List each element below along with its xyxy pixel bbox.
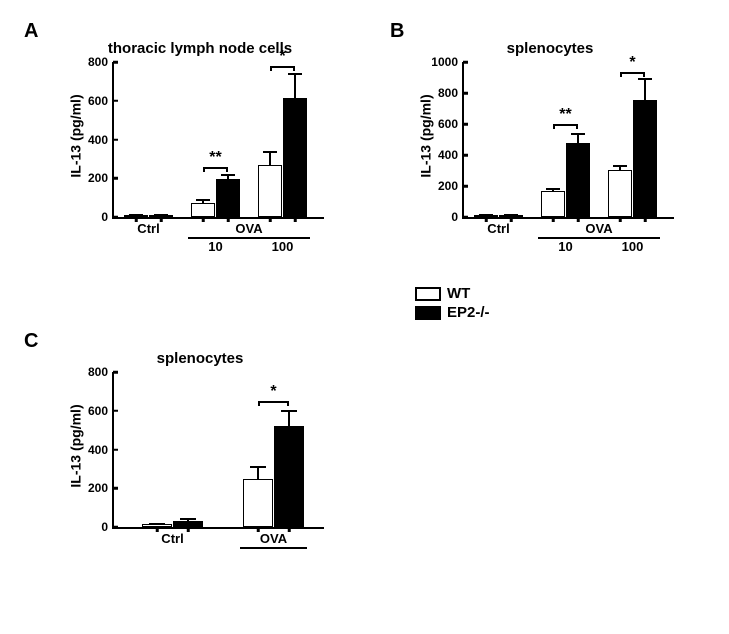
xlabel-ova: OVA	[585, 217, 612, 236]
error-bar	[485, 215, 487, 216]
legend-row-wt: WT	[415, 285, 490, 302]
xlabel-ova: OVA	[235, 217, 262, 236]
legend-swatch-wt	[415, 287, 441, 301]
ytick: 0	[451, 211, 464, 223]
error-bar	[202, 200, 204, 205]
ylabel-c: IL-13 (pg/ml)	[68, 404, 84, 487]
ytick: 0	[101, 211, 114, 223]
sig-star: *	[629, 55, 635, 71]
xtick-mark	[577, 217, 580, 222]
wt-bar	[608, 170, 632, 217]
ytick: 200	[438, 180, 464, 192]
plot-b: 02004006008001000CtrlOVA10100***	[462, 62, 674, 219]
xlabel-ova: OVA	[260, 527, 287, 546]
xlabel-ctrl: Ctrl	[137, 217, 159, 236]
ytick: 800	[438, 87, 464, 99]
sig-star: **	[559, 107, 571, 123]
xlabel-sub: 100	[622, 217, 644, 254]
sig-star: *	[270, 384, 276, 400]
legend-label-wt: WT	[447, 285, 470, 302]
legend-label-ko: EP2-/-	[447, 304, 490, 321]
xtick-mark	[160, 217, 163, 222]
ko-bar	[283, 98, 307, 217]
ova-group-line	[240, 547, 307, 549]
ko-bar	[274, 426, 304, 527]
xtick-mark	[257, 527, 260, 532]
xlabel-ctrl: Ctrl	[487, 217, 509, 236]
ytick: 800	[88, 366, 114, 378]
ytick: 800	[88, 56, 114, 68]
plot-c: 0200400600800CtrlOVA*	[112, 372, 324, 529]
panel-b: splenocytes 02004006008001000CtrlOVA1010…	[400, 28, 700, 185]
error-bar	[187, 519, 189, 522]
xtick-mark	[552, 217, 555, 222]
error-bar	[294, 74, 296, 99]
xtick-mark	[294, 217, 297, 222]
ytick: 400	[88, 444, 114, 456]
ko-bar	[633, 100, 657, 217]
ytick: 0	[101, 521, 114, 533]
plot-a: 0200400600800CtrlOVA10100***	[112, 62, 324, 219]
sig-bracket	[258, 401, 289, 403]
panel-a: thoracic lymph node cells 0200400600800C…	[50, 28, 350, 185]
xlabel-ctrl: Ctrl	[161, 527, 183, 546]
error-bar	[577, 134, 579, 145]
sig-star: *	[279, 49, 285, 65]
figure: A thoracic lymph node cells 020040060080…	[20, 20, 709, 614]
sig-bracket	[553, 124, 578, 126]
xlabel-sub: 10	[558, 217, 572, 254]
ytick: 200	[88, 482, 114, 494]
ylabel-a: IL-13 (pg/ml)	[68, 94, 84, 177]
error-bar	[619, 166, 621, 171]
panel-label-c: C	[24, 330, 38, 353]
error-bar	[135, 215, 137, 216]
wt-bar	[243, 479, 273, 527]
panel-c: splenocytes 0200400600800CtrlOVA* IL-13 …	[50, 338, 350, 495]
wt-bar	[541, 191, 565, 217]
error-bar	[269, 152, 271, 166]
xtick-mark	[227, 217, 230, 222]
error-bar	[552, 189, 554, 192]
error-bar	[156, 524, 158, 526]
error-bar	[257, 467, 259, 480]
xtick-mark	[187, 527, 190, 532]
error-bar	[644, 79, 646, 101]
ko-bar	[216, 179, 240, 217]
error-bar	[510, 215, 512, 216]
ytick: 400	[88, 134, 114, 146]
ytick: 600	[88, 95, 114, 107]
bar-group	[191, 179, 240, 217]
legend-swatch-ko	[415, 306, 441, 320]
error-bar	[227, 175, 229, 180]
ylabel-b: IL-13 (pg/ml)	[418, 94, 434, 177]
sig-bracket	[270, 66, 295, 68]
xtick-mark	[202, 217, 205, 222]
bar-group	[608, 100, 657, 217]
ytick: 1000	[431, 56, 464, 68]
sig-bracket	[620, 72, 645, 74]
xtick-mark	[156, 527, 159, 532]
xlabel-sub: 10	[208, 217, 222, 254]
sig-bracket	[203, 167, 228, 169]
bar-group	[258, 98, 307, 217]
ko-bar	[566, 143, 590, 217]
sig-star: **	[209, 150, 221, 166]
legend-row-ko: EP2-/-	[415, 304, 490, 321]
ytick: 600	[438, 118, 464, 130]
ytick: 400	[438, 149, 464, 161]
ytick: 200	[88, 172, 114, 184]
bar-group	[541, 143, 590, 217]
panel-label-a: A	[24, 20, 38, 43]
wt-bar	[191, 203, 215, 217]
error-bar	[160, 215, 162, 216]
xtick-mark	[510, 217, 513, 222]
legend: WT EP2-/-	[415, 285, 490, 323]
xtick-mark	[644, 217, 647, 222]
xtick-mark	[288, 527, 291, 532]
xlabel-sub: 100	[272, 217, 294, 254]
error-bar	[288, 411, 290, 427]
ytick: 600	[88, 405, 114, 417]
wt-bar	[258, 165, 282, 217]
bar-group	[243, 426, 304, 527]
